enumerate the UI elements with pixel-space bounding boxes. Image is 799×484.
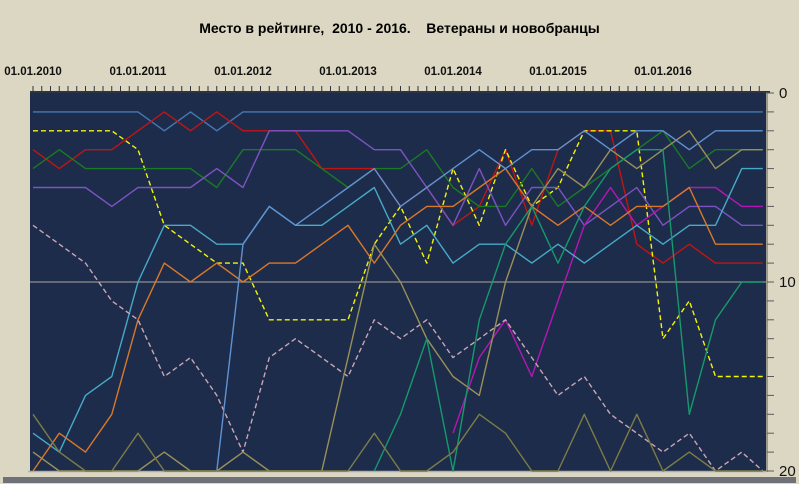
series-line-team-blue xyxy=(33,111,763,132)
y-tick-label: 20 xyxy=(779,463,796,480)
x-tick-label: 01.01.2012 xyxy=(214,66,272,78)
series-line-team-purple xyxy=(33,130,763,227)
series-line-team-cyan xyxy=(32,167,763,453)
y-tick-label: 0 xyxy=(779,85,787,102)
x-tick-label: 01.01.2013 xyxy=(319,66,377,78)
series-line-team-orange xyxy=(32,167,763,472)
series-line-team-skyblue xyxy=(216,130,763,472)
series-line-team-seagreen xyxy=(373,148,763,472)
series-line-team-pink xyxy=(32,224,764,472)
chart-title: Место в рейтинге, 2010 - 2016. Ветераны … xyxy=(199,20,600,36)
bottom-divider-bar xyxy=(3,477,796,483)
series-line-team-green xyxy=(32,130,763,208)
x-tick-label: 01.01.2010 xyxy=(4,66,62,78)
x-tick-label: 01.01.2014 xyxy=(424,66,482,78)
y-tick-label: 10 xyxy=(779,274,796,291)
x-tick-label: 01.01.2011 xyxy=(110,66,168,78)
x-tick-label: 01.01.2015 xyxy=(529,66,587,78)
series-line-team-olive xyxy=(32,413,763,472)
x-tick-label: 01.01.2016 xyxy=(634,66,692,78)
